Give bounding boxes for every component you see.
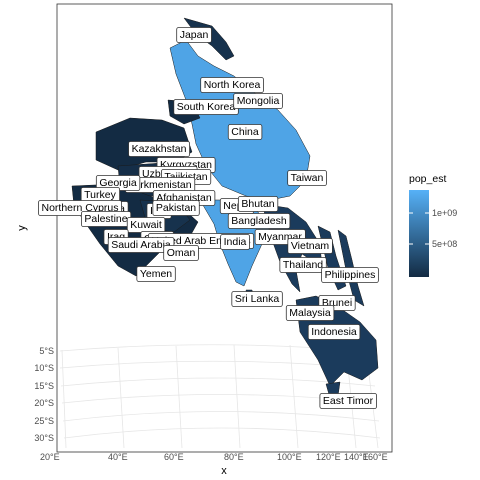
x-tick-label: 40°E — [108, 452, 128, 462]
country-label-box — [287, 238, 333, 254]
country-label-text: North Korea — [204, 79, 261, 91]
country-label-text: Mongolia — [237, 95, 280, 107]
country-label-text: Malaysia — [289, 307, 331, 319]
country-label: Georgia — [95, 175, 141, 191]
x-tick-label: 160°E — [363, 452, 388, 462]
country-label-text: Japan — [180, 29, 209, 41]
country-label-box — [227, 124, 263, 140]
country-label-text: Pakistan — [156, 202, 196, 214]
country-label-box — [321, 267, 379, 283]
country-label-text: Kuwait — [130, 219, 162, 231]
country-label: Kuwait — [126, 217, 166, 233]
country-label-box — [128, 141, 190, 157]
country-label-box — [319, 393, 377, 409]
country-label: Mongolia — [233, 93, 283, 109]
country-label-box — [237, 196, 279, 212]
country-label: Saudi Arabia — [107, 237, 175, 253]
country-label: Bangladesh — [227, 213, 291, 229]
x-tick-label: 60°E — [164, 452, 184, 462]
country-label-text: Taiwan — [291, 172, 324, 184]
x-tick-label: 140°E — [344, 452, 369, 462]
country-label-text: Sri Lanka — [235, 293, 280, 305]
x-tick-label: 80°E — [224, 452, 244, 462]
country-label: Yemen — [136, 266, 176, 282]
country-label: Kazakhstan — [128, 141, 190, 157]
country-label-box — [107, 237, 175, 253]
country-label: East Timor — [319, 393, 377, 409]
country-label: Indonesia — [307, 324, 361, 340]
country-label-text: India — [224, 236, 247, 248]
country-label-text: South Korea — [177, 101, 236, 113]
country-label-box — [307, 324, 361, 340]
country-label-box — [176, 27, 212, 43]
x-tick-label: 20°E — [40, 452, 60, 462]
country-label: Taiwan — [287, 170, 327, 186]
country-label-text: Georgia — [99, 177, 137, 189]
country-label: Pakistan — [152, 200, 200, 216]
country-label-text: Indonesia — [311, 326, 357, 338]
country-label-box — [287, 170, 327, 186]
country-label-box — [233, 93, 283, 109]
y-axis: 5°S 10°S 15°S 20°S 25°S 30°S y — [16, 225, 54, 443]
country-labels: Japan North Korea South Korea Mongolia China… — [38, 27, 379, 409]
country-label: Vietnam — [287, 238, 333, 254]
country-label: Thailand — [279, 257, 327, 273]
y-tick-label: 20°S — [34, 398, 54, 408]
country-label-box — [136, 266, 176, 282]
country-label: North Korea — [200, 77, 264, 93]
legend-label-5e8: 5e+08 — [432, 239, 457, 249]
country-label-text: Thailand — [283, 259, 323, 271]
country-label: Philippines — [321, 267, 379, 283]
legend-label-1e9: 1e+09 — [432, 208, 457, 218]
country-label-text: Philippines — [325, 269, 376, 281]
legend-title: pop_est — [409, 173, 446, 185]
country-label-text: Vietnam — [291, 240, 330, 252]
country-label: Japan — [176, 27, 212, 43]
legend: pop_est 1e+09 5e+08 — [409, 173, 457, 277]
country-label-text: Saudi Arabia — [111, 239, 171, 251]
country-label-text: East Timor — [323, 395, 374, 407]
country-label-box — [231, 291, 283, 307]
legend-colorbar — [409, 190, 429, 277]
x-axis: 20°E 40°E 60°E 80°E 100°E 120°E 140°E 16… — [40, 452, 388, 477]
country-label: Palestine — [80, 211, 132, 227]
country-label: Oman — [163, 245, 199, 261]
country-label: Sri Lanka — [231, 291, 283, 307]
y-tick-label: 30°S — [34, 433, 54, 443]
country-label: China — [227, 124, 263, 140]
x-axis-title: x — [221, 465, 227, 477]
y-tick-label: 25°S — [34, 416, 54, 426]
country-label-text: Palestine — [84, 213, 127, 225]
country-label: South Korea — [173, 99, 239, 115]
country-label-text: China — [231, 126, 259, 138]
country-label-text: Turkey — [84, 189, 116, 201]
country-label: Turkey — [80, 187, 120, 203]
country-label-box — [285, 305, 335, 321]
country-label-text: Kazakhstan — [132, 143, 187, 155]
country-label-box — [227, 213, 291, 229]
country-label-text: Northern Cyprus — [41, 202, 118, 214]
country-label-box — [200, 77, 264, 93]
country-label-box — [279, 257, 327, 273]
x-tick-label: 120°E — [316, 452, 341, 462]
country-label-text: Yemen — [140, 268, 172, 280]
country-label-text: Bhutan — [241, 198, 274, 210]
y-tick-label: 10°S — [34, 363, 54, 373]
country-label: Bhutan — [237, 196, 279, 212]
country-label: Malaysia — [285, 305, 335, 321]
y-axis-title: y — [16, 225, 28, 231]
x-tick-label: 100°E — [277, 452, 302, 462]
country-label-text: Bangladesh — [231, 215, 287, 227]
country-label: India — [220, 234, 250, 250]
country-label-text: Turkmenistan — [128, 179, 191, 191]
country-label-box — [152, 200, 200, 216]
country-label-box — [163, 245, 199, 261]
y-tick-label: 15°S — [34, 381, 54, 391]
country-label-box — [220, 234, 250, 250]
y-tick-label: 5°S — [39, 346, 54, 356]
country-label-text: Oman — [167, 247, 196, 259]
